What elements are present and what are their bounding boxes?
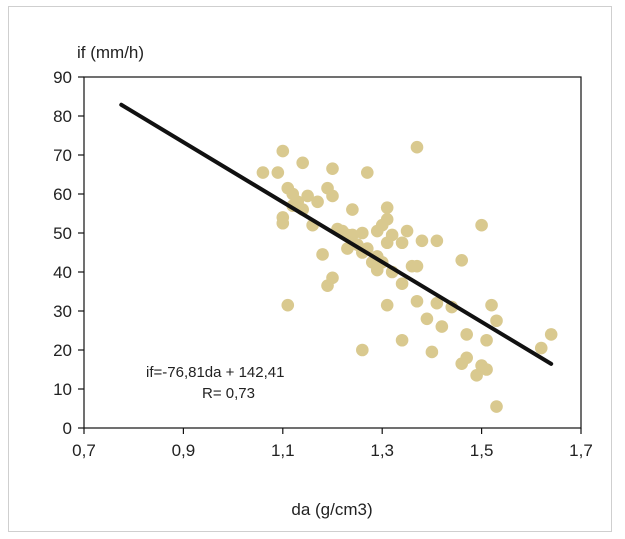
x-tick-label: 1,5	[470, 441, 494, 460]
y-tick-label: 10	[53, 380, 72, 399]
data-point	[395, 333, 409, 347]
data-point	[281, 298, 295, 312]
data-point	[475, 218, 488, 232]
data-point	[356, 226, 369, 240]
data-point	[400, 224, 414, 238]
x-tick-label: 1,3	[370, 441, 394, 460]
data-point	[490, 400, 503, 413]
data-point	[420, 312, 434, 326]
trendline-layer	[119, 102, 554, 366]
data-point	[410, 140, 424, 154]
data-point	[490, 314, 503, 328]
data-point	[435, 320, 449, 333]
data-point	[455, 357, 469, 370]
y-tick-label: 60	[53, 185, 72, 204]
data-point	[341, 242, 354, 255]
data-point	[271, 166, 285, 179]
data-point	[534, 341, 548, 355]
regression-line	[119, 102, 554, 366]
data-point	[410, 294, 424, 308]
x-tick-label: 1,1	[271, 441, 295, 460]
data-point	[326, 162, 339, 175]
data-point	[326, 189, 339, 203]
data-point	[360, 166, 374, 179]
y-tick-label: 70	[53, 146, 72, 165]
y-axis: 0 10 20 30 40 50 60 70 80 90	[53, 68, 84, 438]
data-point	[430, 234, 444, 248]
data-point	[485, 298, 498, 312]
y-tick-label: 80	[53, 107, 72, 126]
correlation-coefficient: R= 0,73	[202, 385, 255, 402]
data-point	[356, 343, 369, 357]
y-tick-label: 90	[53, 68, 72, 87]
x-tick-label: 0,9	[172, 441, 196, 460]
data-point	[455, 253, 469, 267]
y-tick-label: 30	[53, 302, 72, 321]
data-point	[480, 363, 493, 376]
x-axis: 0,7 0,9 1,1 1,3 1,5 1,7	[72, 428, 593, 460]
data-point	[415, 234, 429, 248]
data-point	[326, 271, 339, 285]
data-points	[256, 140, 558, 413]
y-tick-label: 20	[53, 341, 72, 360]
data-point	[380, 213, 394, 226]
data-point	[311, 195, 324, 209]
data-point	[380, 201, 394, 214]
data-point	[346, 228, 359, 242]
y-axis-label: if (mm/h)	[77, 43, 144, 62]
data-point	[316, 248, 329, 261]
data-point	[296, 156, 309, 170]
x-tick-label: 1,7	[569, 441, 593, 460]
y-tick-label: 40	[53, 263, 72, 282]
data-point	[346, 203, 359, 216]
data-point	[395, 236, 409, 250]
x-tick-label: 0,7	[72, 441, 96, 460]
plot-area	[83, 76, 582, 429]
y-tick-label: 50	[53, 224, 72, 243]
data-point	[395, 277, 409, 291]
data-point	[460, 328, 473, 341]
data-point	[301, 189, 314, 203]
data-point	[370, 263, 384, 277]
data-point	[276, 216, 290, 230]
x-axis-label: da (g/cm3)	[291, 500, 372, 519]
data-point	[256, 166, 270, 179]
data-point	[430, 296, 444, 310]
y-tick-label: 0	[63, 419, 72, 438]
data-point	[480, 333, 493, 347]
regression-equation: if=-76,81da + 142,41	[146, 364, 284, 381]
data-point	[380, 236, 394, 250]
data-point	[425, 345, 439, 359]
figure-frame	[8, 6, 612, 532]
data-point	[410, 259, 424, 273]
data-point	[470, 369, 483, 382]
data-point	[380, 298, 394, 312]
data-point	[276, 144, 290, 158]
data-point	[544, 328, 558, 341]
